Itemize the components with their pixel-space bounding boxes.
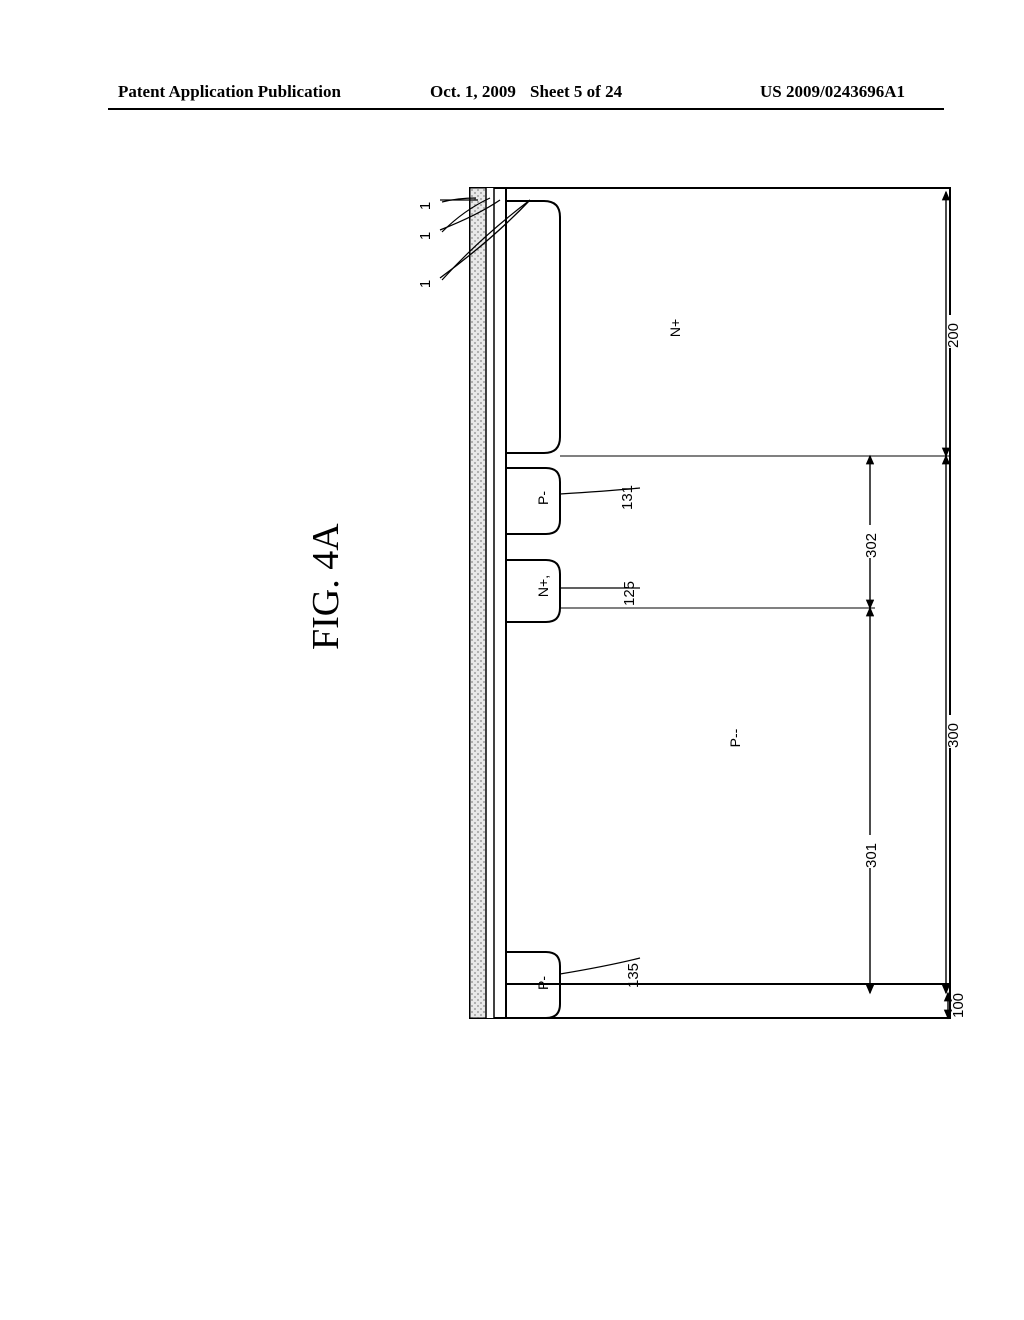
lead-135-label: 135 — [625, 963, 642, 988]
dim-200-label: 200 — [945, 323, 962, 348]
dim-300-label: 300 — [945, 723, 962, 748]
dim-302-label: 302 — [863, 533, 880, 558]
top-label-1: 1 — [420, 232, 434, 240]
dim-100-label: 100 — [950, 993, 967, 1018]
figure-label: FIG. 4A — [304, 523, 348, 650]
outer-rect — [470, 188, 950, 1018]
oxide-band-dots — [470, 188, 486, 1018]
diagram-svg: P- P-- N+, P- N+ 135 125 131 1 1 1 100 301 302 300 2… — [420, 178, 980, 1058]
lead-125-label: 125 — [621, 581, 638, 606]
header-rule — [108, 108, 944, 110]
region-n-mid: N+, — [535, 575, 551, 597]
top-label-0: 1 — [420, 202, 434, 210]
region-p-body: P-- — [727, 728, 743, 747]
dim-301-label: 301 — [863, 843, 880, 868]
region-n-bot: N+ — [667, 319, 683, 337]
top-label-2: 1 — [420, 280, 434, 288]
header-date: Oct. 1, 2009 — [430, 82, 516, 102]
header-pubno: US 2009/0243696A1 — [760, 82, 905, 102]
region-p-top: P- — [535, 976, 551, 990]
oxide-band-gap — [486, 188, 494, 1018]
well-nbot — [506, 201, 560, 453]
well-pmid — [506, 468, 560, 534]
diagram: P- P-- N+, P- N+ 135 125 131 1 1 1 100 301 302 300 2… — [420, 178, 980, 1058]
region-p-mid: P- — [535, 491, 551, 505]
well-nmid — [506, 560, 560, 622]
header-left: Patent Application Publication — [118, 82, 341, 102]
header-sheet: Sheet 5 of 24 — [530, 82, 622, 102]
lead-131-label: 131 — [619, 485, 636, 510]
